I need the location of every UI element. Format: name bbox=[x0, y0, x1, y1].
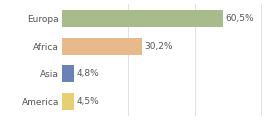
Text: 30,2%: 30,2% bbox=[144, 42, 173, 51]
Bar bbox=[62, 65, 74, 82]
Text: 4,8%: 4,8% bbox=[77, 69, 100, 78]
Bar bbox=[62, 10, 223, 27]
Text: 4,5%: 4,5% bbox=[76, 97, 99, 106]
Bar bbox=[62, 93, 74, 110]
Text: 60,5%: 60,5% bbox=[225, 14, 254, 23]
Bar bbox=[62, 38, 142, 55]
